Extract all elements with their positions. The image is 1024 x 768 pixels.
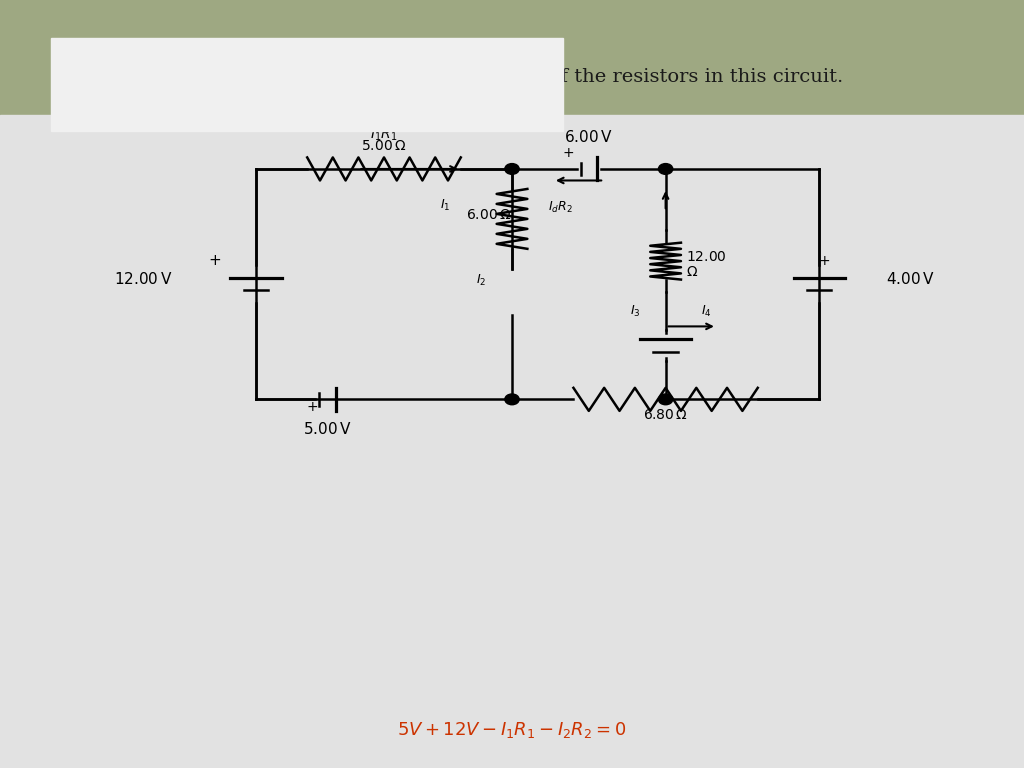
Circle shape xyxy=(505,164,519,174)
Text: +: + xyxy=(209,253,221,268)
Text: $I_d R_2$: $I_d R_2$ xyxy=(548,200,572,215)
Circle shape xyxy=(505,394,519,405)
Text: $5.00\,\Omega$: $5.00\,\Omega$ xyxy=(361,139,407,153)
Text: +: + xyxy=(306,400,318,414)
Text: $I_1$: $I_1$ xyxy=(440,198,451,213)
Circle shape xyxy=(658,164,673,174)
Text: $I_3$: $I_3$ xyxy=(630,304,640,319)
Text: $6.00\,\Omega$: $6.00\,\Omega$ xyxy=(466,208,511,222)
Text: $12.00\,\text{V}$: $12.00\,\text{V}$ xyxy=(114,271,173,287)
Text: $\widetilde{I_1 R_1}$: $\widetilde{I_1 R_1}$ xyxy=(370,97,398,115)
Text: $6.80\,\Omega$: $6.80\,\Omega$ xyxy=(643,408,688,422)
Text: $\Omega$: $\Omega$ xyxy=(686,266,698,280)
Text: $5.00\,\text{V}$: $5.00\,\text{V}$ xyxy=(303,421,352,437)
Text: $I_2$: $I_2$ xyxy=(476,273,486,288)
Circle shape xyxy=(658,394,673,405)
Text: $I_4$: $I_4$ xyxy=(701,304,712,319)
Text: +: + xyxy=(818,254,830,268)
Text: $5V + 12V - I_1R_1 - I_2R_2 = 0$: $5V + 12V - I_1R_1 - I_2R_2 = 0$ xyxy=(397,720,627,740)
Text: $12.00$: $12.00$ xyxy=(686,250,727,264)
Text: $6.00\,\text{V}$: $6.00\,\text{V}$ xyxy=(564,129,613,145)
Text: $I_1 R_1$: $I_1 R_1$ xyxy=(371,126,397,143)
Text: +: + xyxy=(562,147,574,161)
Text: Determine the current through each of the resistors in this circuit.: Determine the current through each of th… xyxy=(181,68,843,86)
Text: $4.00\,\text{V}$: $4.00\,\text{V}$ xyxy=(886,271,935,287)
Text: $\mathcal{I}_1 \mathcal{R}_1$: $\mathcal{I}_1 \mathcal{R}_1$ xyxy=(323,116,353,131)
